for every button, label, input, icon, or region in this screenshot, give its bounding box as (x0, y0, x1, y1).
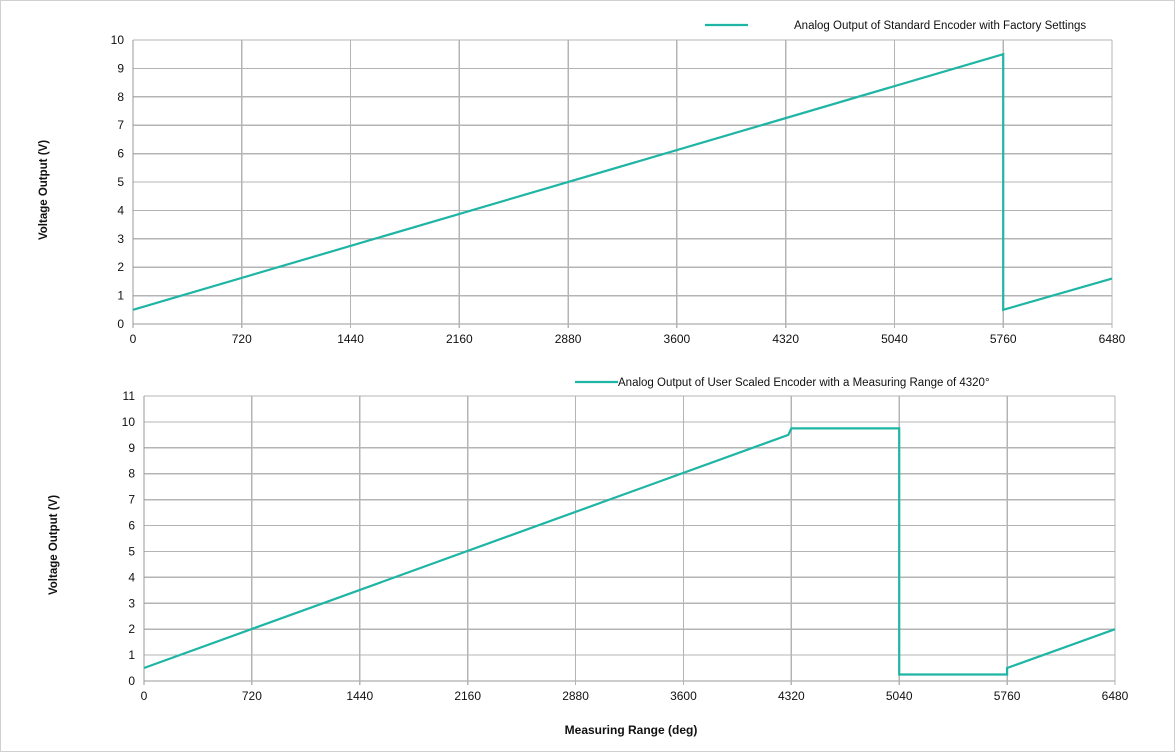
chart-top-ytick-label: 6 (117, 147, 124, 161)
chart-top-xtick-label: 720 (232, 332, 252, 346)
chart-top-xtick-label: 2880 (555, 332, 582, 346)
chart-top-ytick-label: 0 (117, 317, 124, 331)
chart-bottom-ticks: 0 1 2 3 4 5 6 7 8 9 10 11 0 720 1440 2160 2880 3600 4320 50… (122, 389, 1129, 703)
chart-bottom-xtick-label: 1440 (346, 689, 373, 703)
chart-bottom-ytick-label: 8 (128, 467, 135, 481)
chart-top-ytick-label: 3 (117, 232, 124, 246)
chart-bottom-xtick-label: 720 (242, 689, 262, 703)
chart-top-xtick-label: 5760 (990, 332, 1017, 346)
chart-bottom-ytick-label: 2 (128, 622, 135, 636)
chart-top-series-line (132, 52, 1113, 312)
chart-top-xtick-label: 2160 (446, 332, 473, 346)
chart-bottom-series-line (143, 427, 1116, 676)
chart-top-grid (132, 39, 1113, 328)
chart-top-ytick-label: 9 (117, 61, 124, 75)
chart-top-legend: Analog Output of Standard Encoder with F… (705, 20, 1086, 32)
chart-bottom-ytick-label: 7 (128, 493, 135, 507)
chart-top: 0 1 2 3 4 5 6 7 8 9 10 0 720 1440 2160 2880 3600 4320 5040… (38, 20, 1126, 346)
chart-bottom-xtick-label: 5040 (886, 689, 913, 703)
chart-bottom-legend: Analog Output of User Scaled Encoder wit… (575, 377, 990, 389)
chart-top-xtick-label: 5040 (881, 332, 908, 346)
chart-bottom-ytick-label: 11 (123, 389, 136, 403)
chart-top-xtick-label: 4320 (772, 332, 799, 346)
chart-bottom: 0 1 2 3 4 5 6 7 8 9 10 11 0 720 1440 2160 2880 3600 4320 50… (48, 377, 1129, 737)
chart-top-ticks: 0 1 2 3 4 5 6 7 8 9 10 0 720 1440 2160 2880 3600 4320 5040… (111, 33, 1126, 346)
chart-top-ytick-label: 8 (117, 90, 124, 104)
chart-bottom-grid (143, 395, 1116, 685)
chart-bottom-ytick-label: 6 (128, 519, 135, 533)
chart-bottom-xtick-label: 5760 (994, 689, 1021, 703)
chart-bottom-xtick-label: 0 (141, 689, 148, 703)
chart-bottom-xlabel: Measuring Range (deg) (565, 723, 698, 737)
chart-top-xtick-label: 1440 (337, 332, 364, 346)
chart-bottom-xtick-label: 6480 (1102, 689, 1129, 703)
chart-bottom-xtick-label: 3600 (670, 689, 697, 703)
chart-bottom-ylabel: Voltage Output (V) (48, 495, 60, 595)
chart-top-legend-label: Analog Output of Standard Encoder with F… (794, 20, 1086, 32)
chart-bottom-ytick-label: 9 (128, 441, 135, 455)
chart-bottom-ytick-label: 10 (122, 415, 136, 429)
chart-top-ylabel: Voltage Output (V) (38, 140, 50, 240)
chart-bottom-ytick-label: 3 (128, 596, 135, 610)
chart-top-ytick-label: 7 (117, 118, 124, 132)
chart-bottom-ytick-label: 4 (128, 570, 135, 584)
chart-bottom-ytick-label: 5 (128, 544, 135, 558)
chart-top-ytick-label: 10 (111, 33, 125, 47)
chart-bottom-ytick-label: 0 (128, 674, 135, 688)
chart-top-xtick-label: 6480 (1099, 332, 1126, 346)
chart-top-ytick-label: 4 (117, 203, 124, 217)
chart-bottom-legend-label: Analog Output of User Scaled Encoder wit… (618, 377, 990, 389)
chart-bottom-ytick-label: 1 (128, 648, 135, 662)
chart-top-ytick-label: 2 (117, 260, 124, 274)
chart-top-ytick-label: 5 (117, 175, 124, 189)
chart-top-xtick-label: 3600 (664, 332, 691, 346)
chart-top-ytick-label: 1 (117, 289, 124, 303)
chart-top-xtick-label: 0 (130, 332, 137, 346)
chart-bottom-xtick-label: 2160 (454, 689, 481, 703)
chart-bottom-xtick-label: 4320 (778, 689, 805, 703)
chart-bottom-xtick-label: 2880 (562, 689, 589, 703)
